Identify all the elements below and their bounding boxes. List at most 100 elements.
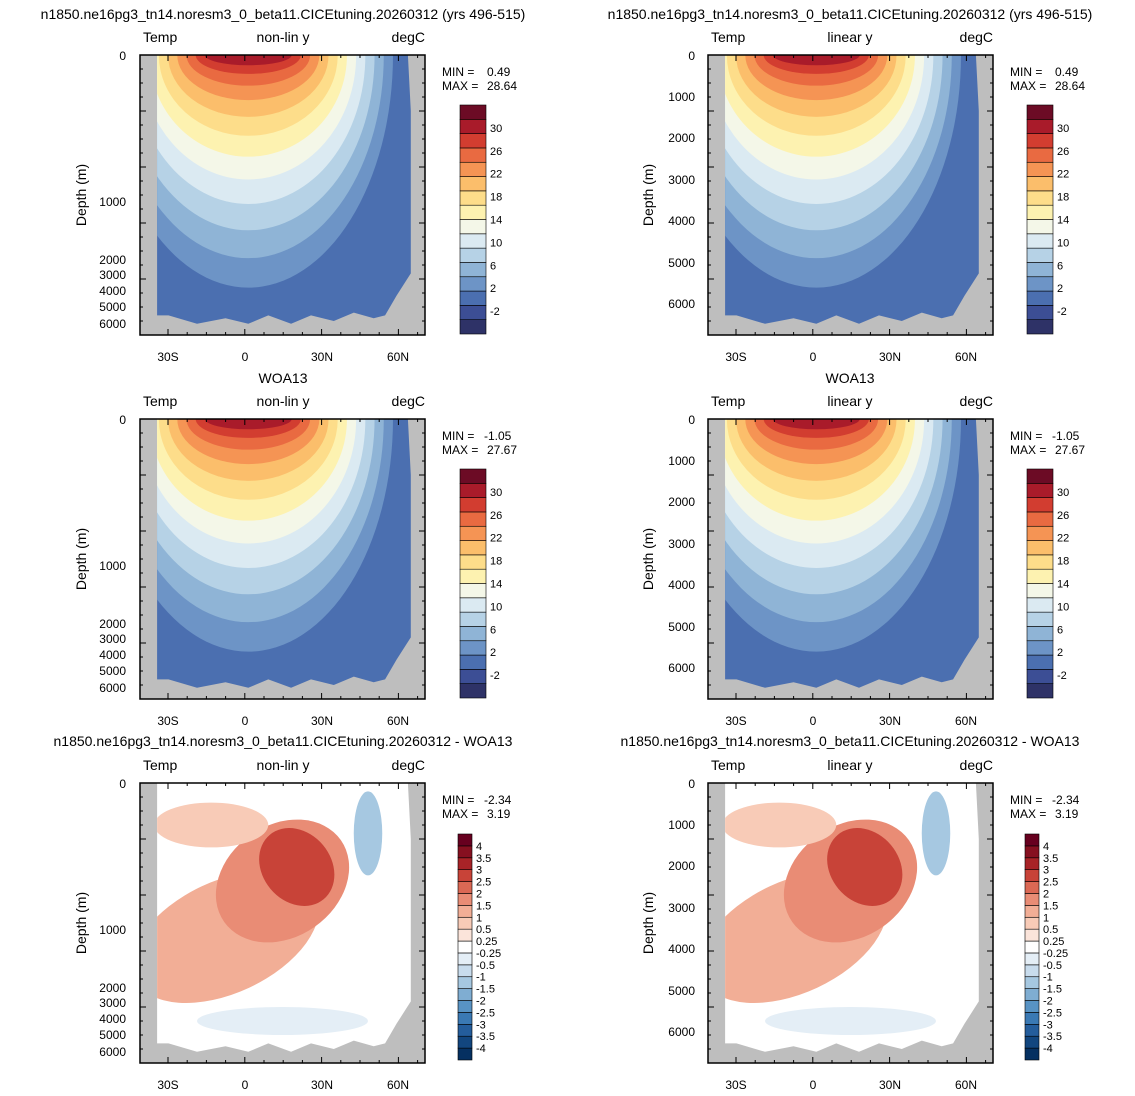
y-tick-label: 6000 [99,1045,126,1059]
x-tick-label: 30S [157,350,178,364]
panel-units-label: degC [960,757,993,773]
y-tick-label: 5000 [668,984,695,998]
colorbar-swatch [1024,964,1040,978]
colorbar-swatch [457,940,473,954]
colorbar-swatch [1026,611,1054,627]
colorbar-swatch [1024,976,1040,989]
colorbar-swatch [1024,869,1040,882]
panel-left-label: Temp [143,29,177,45]
colorbar-label: -3 [1043,1019,1053,1031]
panel-axes [707,418,994,700]
colorbar-swatch [457,905,473,918]
colorbar-label: 18 [1057,556,1069,568]
y-axis-label: Depth (m) [73,528,89,590]
panel-left-label: Temp [143,757,177,773]
colorbar-label: -2 [490,670,500,682]
x-tick-label: 0 [242,350,249,364]
colorbar-swatch [457,833,473,847]
y-tick-label: 3000 [99,632,126,646]
x-tick-label: 30S [157,1078,178,1092]
colorbar-label: 18 [490,192,502,204]
colorbar-swatch [1026,525,1054,541]
x-tick-label: 60N [955,1078,977,1092]
max-value: 27.67 [1055,443,1085,457]
colorbar-label: 22 [1057,169,1069,181]
colorbar-swatch [1026,147,1054,163]
colorbar-label: 1 [476,912,482,924]
colorbar-swatch [457,952,473,966]
colorbar-label: 0.5 [476,924,491,936]
colorbar-swatch [1024,857,1040,870]
panel-axes [139,782,426,1064]
colorbar-label: -2 [1043,996,1053,1008]
colorbar-swatch [1026,654,1054,670]
colorbar-swatch [1024,905,1040,918]
colorbar-label: 1.5 [1043,900,1058,912]
colorbar-swatch [1026,161,1054,177]
y-tick-label: 6000 [668,661,695,675]
panel-scale-label: linear y [827,393,872,409]
colorbar-swatch [459,233,487,249]
colorbar-swatch [457,976,473,989]
colorbar-swatch [1026,683,1054,699]
colorbar-swatch [457,845,473,859]
field-band [157,802,269,848]
x-tick-label: 30N [879,350,901,364]
colorbar-label: -1 [1043,972,1053,984]
colorbar-label: -1.5 [476,984,495,996]
colorbar-swatch [459,119,487,134]
colorbar-label: 3 [1043,865,1049,877]
colorbar-label: 14 [490,579,502,591]
max-value: 27.67 [487,443,517,457]
min-label: MIN = [1010,793,1042,807]
colorbar-swatch [459,468,487,484]
x-tick-labels: 30S 0 30N 60N [725,350,977,364]
panel-left-label: Temp [143,393,177,409]
temperature-section-field [708,55,993,335]
colorbar-label: -3 [476,1019,486,1031]
x-tick-label: 0 [242,1078,249,1092]
colorbar-label: -0.25 [1043,948,1068,960]
colorbar: -4-3.5-3-2.5-2-1.5-1-0.5-0.250.250.511.5… [457,833,501,1061]
colorbar-swatch [459,525,487,541]
y-tick-label: 5000 [99,664,126,678]
colorbar-swatch [459,276,487,292]
panel-units-label: degC [392,393,425,409]
colorbar-swatch [459,654,487,670]
panel-left-label: Temp [711,757,745,773]
colorbar-label: 14 [1057,215,1069,227]
x-tick-label: 30N [311,714,333,728]
colorbar-label: 10 [490,601,502,613]
y-tick-label: 2000 [668,495,695,509]
colorbar-swatch [1026,540,1054,556]
colorbar-label: 18 [490,556,502,568]
colorbar-label: -3.5 [476,1031,495,1043]
colorbar-swatch [457,964,473,978]
min-value: -2.34 [1052,793,1080,807]
panel-axes [139,54,426,336]
colorbar-label: 3.5 [476,853,491,865]
temperature-difference-field [140,783,425,1063]
colorbar-swatch [1026,276,1054,292]
y-tick-label: 0 [688,777,695,791]
colorbar-swatch [1026,626,1054,642]
colorbar: -4-3.5-3-2.5-2-1.5-1-0.5-0.250.250.511.5… [1024,833,1068,1061]
colorbar-label: 30 [490,487,502,499]
max-label: MAX = [442,807,478,821]
colorbar-swatch [459,583,487,599]
colorbar-label: 10 [1057,601,1069,613]
y-tick-label: 5000 [99,1028,126,1042]
colorbar-swatch [459,669,487,684]
colorbar-label: 30 [1057,487,1069,499]
y-tick-label: 4000 [99,1012,126,1026]
colorbar-label: 6 [1057,624,1063,636]
y-tick-label: 3000 [668,537,695,551]
field-band [763,55,869,74]
colorbar-label: -1.5 [1043,984,1062,996]
x-tick-label: 60N [387,350,409,364]
panel-axes [707,782,994,1064]
y-tick-label: 1000 [99,195,126,209]
colorbar-label: 10 [1057,237,1069,249]
colorbar-label: -2.5 [1043,1007,1062,1019]
